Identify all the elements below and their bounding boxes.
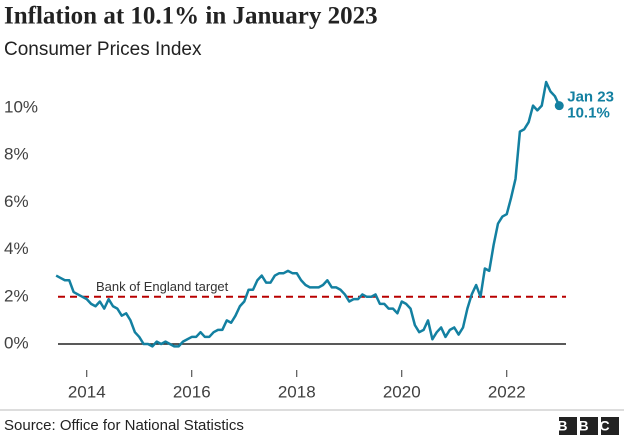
y-tick-label: 10%: [4, 97, 38, 116]
y-tick-label: 0%: [4, 333, 29, 352]
x-tick-label: 2016: [173, 382, 211, 401]
logo-boxes: [559, 417, 619, 435]
chart-title: Inflation at 10.1% in January 2023: [4, 3, 378, 30]
y-tick-label: 6%: [4, 192, 29, 211]
chart-subtitle: Consumer Prices Index: [4, 39, 202, 60]
target-label: Bank of England target: [96, 279, 229, 294]
end-label-date: Jan 23: [567, 89, 614, 106]
source: Source: Office for National Statistics: [4, 417, 244, 434]
end-label-value: 10.1%: [567, 105, 610, 122]
end-point: [554, 101, 564, 111]
series-line: [55, 80, 561, 348]
x-tick-label: 2018: [278, 382, 316, 401]
y-tick-label: 8%: [4, 145, 29, 164]
logo: BBC: [557, 418, 620, 434]
x-tick-label: 2020: [383, 382, 421, 401]
x-tick-label: 2014: [68, 382, 106, 401]
y-tick-label: 4%: [4, 239, 29, 258]
x-tick-label: 2022: [488, 382, 526, 401]
y-tick-label: 2%: [4, 286, 29, 305]
